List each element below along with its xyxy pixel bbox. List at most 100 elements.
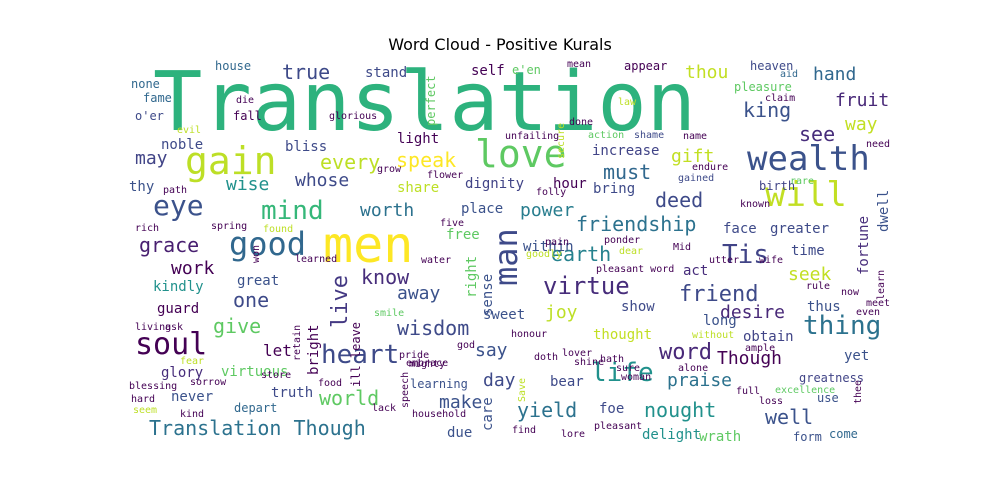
word-193: secure — [556, 122, 567, 159]
word-76: act — [683, 263, 709, 279]
word-163: find — [512, 425, 537, 436]
word-26: nought — [644, 398, 717, 422]
word-161: full — [736, 386, 761, 397]
word-119: die — [236, 95, 255, 106]
word-16: word — [659, 340, 712, 365]
word-105: birth — [759, 179, 796, 193]
word-22: grace — [139, 233, 200, 257]
word-80: wrath — [699, 429, 742, 445]
word-177: goodly — [526, 249, 563, 260]
word-42: joy — [545, 302, 578, 323]
word-141: utter — [709, 255, 740, 266]
word-174: ample — [745, 343, 776, 354]
word-153: household — [412, 409, 467, 420]
word-52: thou — [685, 62, 729, 83]
word-35: true — [282, 60, 331, 84]
word-75: long — [703, 313, 737, 329]
word-112: heaven — [750, 60, 794, 73]
word-124: endure — [692, 162, 729, 173]
word-167: rule — [806, 281, 831, 292]
word-8: soul — [135, 327, 208, 362]
word-145: blessing — [129, 381, 178, 392]
word-85: sweet — [483, 307, 526, 323]
word-197: ill leave — [349, 321, 363, 387]
word-179: god — [457, 340, 476, 351]
word-92: share — [397, 180, 440, 196]
word-192: action — [588, 130, 625, 141]
word-140: water — [421, 255, 452, 266]
word-184: Save — [517, 377, 528, 402]
word-159: lover — [562, 348, 593, 359]
word-135: folly — [536, 187, 567, 198]
word-138: spring — [211, 221, 248, 232]
word-162: loss — [759, 396, 784, 407]
word-38: worth — [360, 200, 415, 221]
word-169: meet — [866, 298, 891, 309]
word-182: lack — [372, 403, 397, 414]
word-55: whose — [295, 170, 350, 191]
word-36: earth — [551, 242, 612, 266]
word-148: seem — [133, 405, 158, 416]
word-89: place — [461, 201, 504, 217]
word-168: now — [841, 287, 860, 298]
word-147: hard — [131, 394, 156, 405]
word-128: shame — [634, 130, 665, 141]
word-194: path — [163, 185, 188, 196]
word-136: five — [440, 218, 465, 229]
word-122: mean — [567, 60, 592, 70]
word-70: thus — [807, 299, 841, 315]
word-108: excellence — [775, 385, 836, 396]
word-154: honour — [511, 329, 548, 340]
word-2: love — [475, 132, 567, 176]
word-65: fortune — [856, 215, 872, 275]
word-189: found — [263, 224, 294, 235]
word-15: virtue — [543, 272, 630, 300]
word-77: bear — [550, 374, 584, 390]
word-45: make — [439, 392, 483, 413]
word-58: let — [263, 341, 292, 360]
word-34: see — [799, 122, 836, 146]
word-172: thee — [853, 379, 864, 404]
word-19: friendship — [576, 212, 697, 236]
word-62: never — [171, 389, 214, 405]
word-46: Though — [717, 348, 783, 369]
word-56: work — [171, 258, 215, 279]
word-20: Translation Though — [149, 416, 366, 440]
word-155: smile — [374, 308, 405, 319]
word-111: form — [793, 430, 822, 444]
word-181: sure — [616, 363, 641, 374]
word-190: law — [618, 97, 637, 108]
word-176: ponder — [604, 235, 641, 246]
word-4: wealth — [747, 139, 870, 179]
word-27: yield — [517, 398, 578, 422]
word-115: e'en — [512, 63, 541, 77]
word-39: power — [520, 200, 575, 221]
word-94: bring — [593, 181, 636, 197]
word-104: house — [215, 60, 252, 73]
word-64: great — [237, 273, 280, 289]
word-50: way — [845, 114, 878, 135]
word-68: greater — [770, 221, 830, 237]
word-158: hath — [600, 354, 625, 365]
word-164: lore — [561, 429, 586, 440]
word-131: unfailing — [505, 131, 560, 142]
word-109: use — [817, 391, 839, 405]
word-30: speak — [396, 148, 457, 172]
word-24: give — [213, 314, 262, 338]
word-98: noble — [161, 137, 204, 153]
word-178: mighty — [409, 359, 446, 370]
word-93: hour — [553, 176, 587, 192]
word-137: pain — [545, 237, 570, 248]
word-43: say — [475, 340, 508, 361]
word-14: Tis — [722, 240, 769, 270]
word-118: fall — [233, 109, 262, 123]
word-69: time — [791, 243, 825, 259]
word-107: greatness — [799, 371, 865, 385]
word-143: ask — [165, 322, 184, 333]
word-156: shine — [574, 357, 605, 368]
word-198: fear — [180, 356, 205, 367]
word-173: without — [692, 330, 735, 341]
word-166: pleasant word — [596, 264, 675, 275]
chart-title: Word Cloud - Positive Kurals — [388, 35, 612, 54]
word-29: world — [319, 386, 380, 410]
